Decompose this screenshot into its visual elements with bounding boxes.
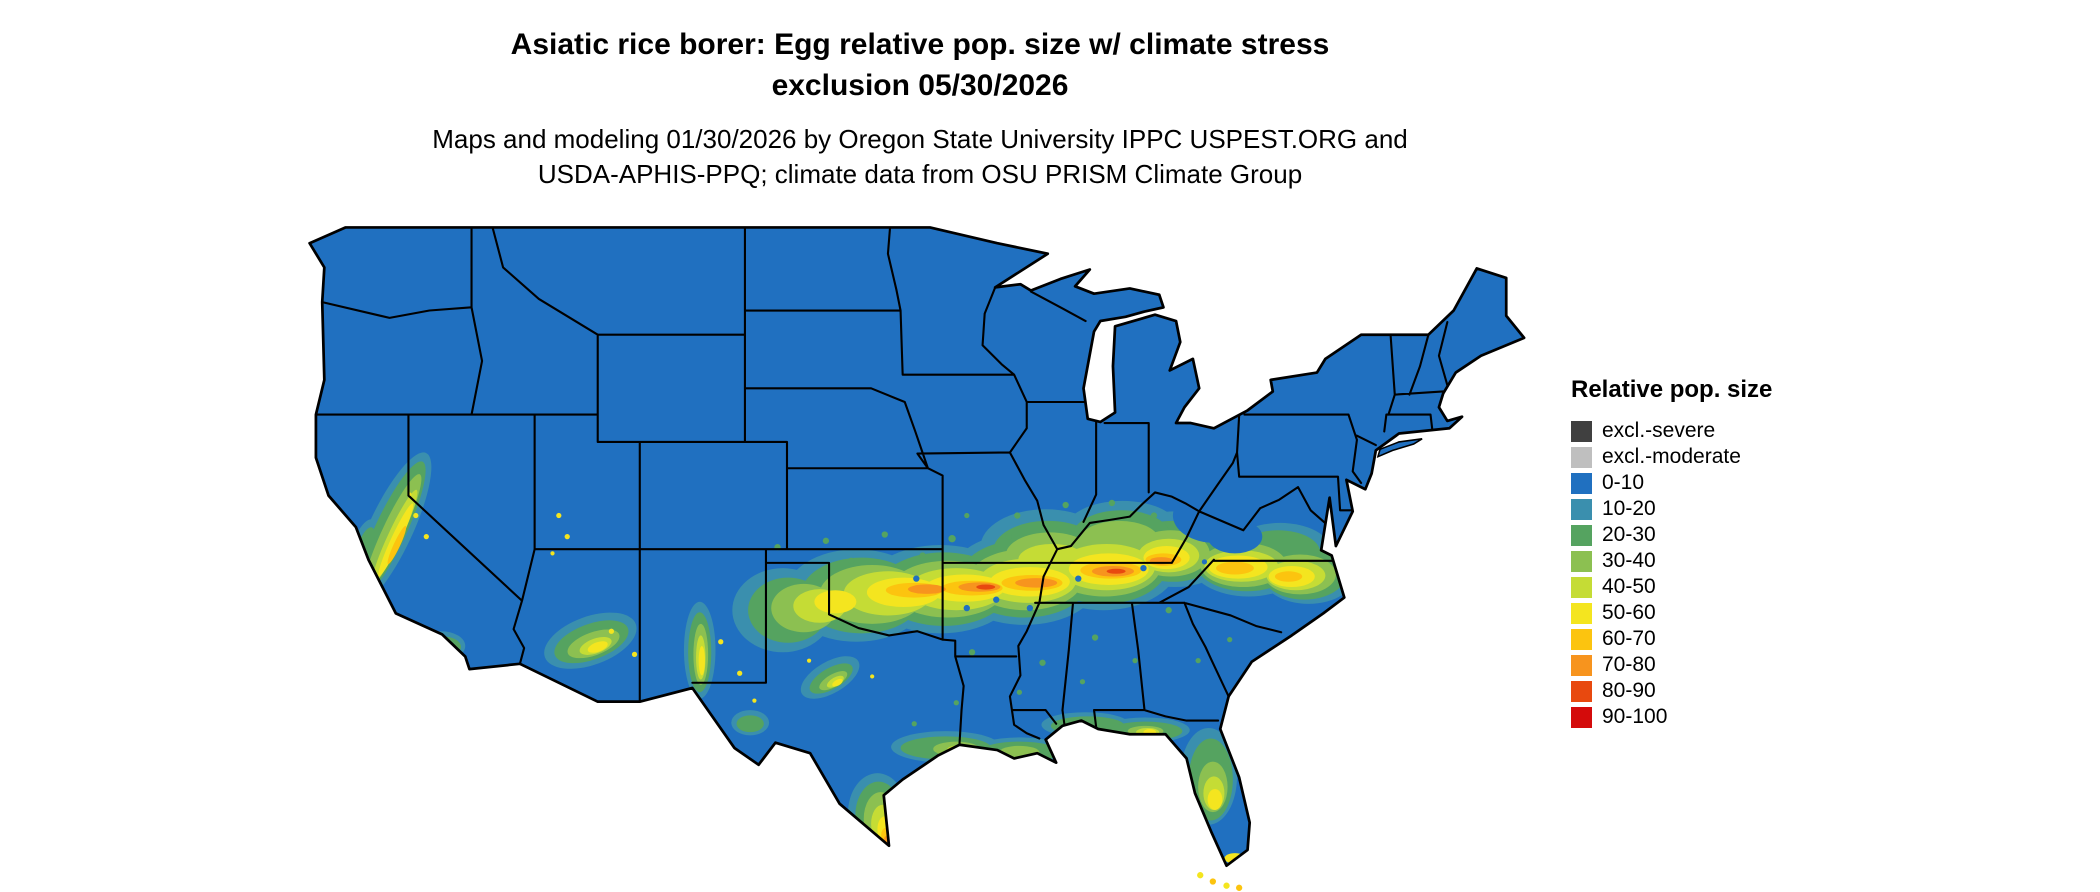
legend-swatch bbox=[1571, 524, 1592, 546]
legend-item-10-20: 10-20 bbox=[1571, 496, 1772, 522]
legend-label: 50-60 bbox=[1602, 601, 1656, 624]
legend-item-80-90: 80-90 bbox=[1571, 678, 1772, 704]
legend-item-20-30: 20-30 bbox=[1571, 522, 1772, 548]
legend-swatch bbox=[1571, 420, 1592, 442]
page-title-line1: Asiatic rice borer: Egg relative pop. si… bbox=[510, 28, 1330, 61]
legend-item-30-40: 30-40 bbox=[1571, 548, 1772, 574]
legend-swatch bbox=[1571, 550, 1592, 572]
legend-label: 0-10 bbox=[1602, 471, 1645, 494]
legend-swatch bbox=[1571, 576, 1592, 598]
page-title: Asiatic rice borer: Egg relative pop. si… bbox=[0, 24, 1840, 106]
band-80-90-layer bbox=[976, 568, 1126, 590]
legend-item-excl.-moderate: excl.-moderate bbox=[1571, 444, 1772, 470]
page-subtitle-line1: Maps and modeling 01/30/2026 by Oregon S… bbox=[432, 124, 1408, 154]
page-subtitle: Maps and modeling 01/30/2026 by Oregon S… bbox=[0, 122, 1840, 192]
us-outline bbox=[308, 226, 1526, 868]
legend-swatch bbox=[1571, 628, 1592, 650]
legend-swatch bbox=[1571, 446, 1592, 468]
legend-item-50-60: 50-60 bbox=[1571, 600, 1772, 626]
legend-item-0-10: 0-10 bbox=[1571, 470, 1772, 496]
state-borders bbox=[314, 227, 1449, 746]
legend-label: excl.-severe bbox=[1602, 419, 1716, 442]
page-title-line2: exclusion 05/30/2026 bbox=[771, 69, 1069, 102]
legend-items: excl.-severe excl.-moderate 0-10 10-20 20-30… bbox=[1571, 418, 1772, 730]
legend-label: excl.-moderate bbox=[1602, 445, 1741, 468]
base-0-10-layer bbox=[309, 227, 1525, 866]
long-island bbox=[1376, 438, 1423, 459]
legend-label: 80-90 bbox=[1602, 679, 1656, 702]
legend-label: 20-30 bbox=[1602, 523, 1656, 546]
legend-label: 60-70 bbox=[1602, 627, 1656, 650]
legend-title: Relative pop. size bbox=[1571, 376, 1773, 403]
appalachia-blue-overlay bbox=[913, 488, 1263, 612]
legend-item-excl.-severe: excl.-severe bbox=[1571, 418, 1772, 444]
map-fill-layers bbox=[309, 227, 1525, 866]
speckle-yellow-layer bbox=[407, 492, 875, 703]
legend-label: 10-20 bbox=[1602, 497, 1656, 520]
legend-label: 40-50 bbox=[1602, 575, 1656, 598]
legend-item-60-70: 60-70 bbox=[1571, 626, 1772, 652]
legend-item-40-50: 40-50 bbox=[1571, 574, 1772, 600]
legend-swatch bbox=[1571, 706, 1592, 728]
legend-swatch bbox=[1571, 498, 1592, 520]
legend-label: 90-100 bbox=[1602, 705, 1668, 728]
florida-keys bbox=[1197, 872, 1243, 891]
legend-item-70-80: 70-80 bbox=[1571, 652, 1772, 678]
legend-swatch bbox=[1571, 472, 1592, 494]
legend: Relative pop. size excl.-severe excl.-mod… bbox=[1571, 376, 1772, 730]
legend-label: 70-80 bbox=[1602, 653, 1656, 676]
legend-swatch bbox=[1571, 654, 1592, 676]
header: Asiatic rice borer: Egg relative pop. si… bbox=[0, 24, 1840, 192]
us-map bbox=[308, 226, 1526, 891]
page-subtitle-line2: USDA-APHIS-PPQ; climate data from OSU PR… bbox=[537, 159, 1303, 189]
legend-label: 30-40 bbox=[1602, 549, 1656, 572]
legend-swatch bbox=[1571, 680, 1592, 702]
legend-swatch bbox=[1571, 602, 1592, 624]
legend-item-90-100: 90-100 bbox=[1571, 704, 1772, 730]
